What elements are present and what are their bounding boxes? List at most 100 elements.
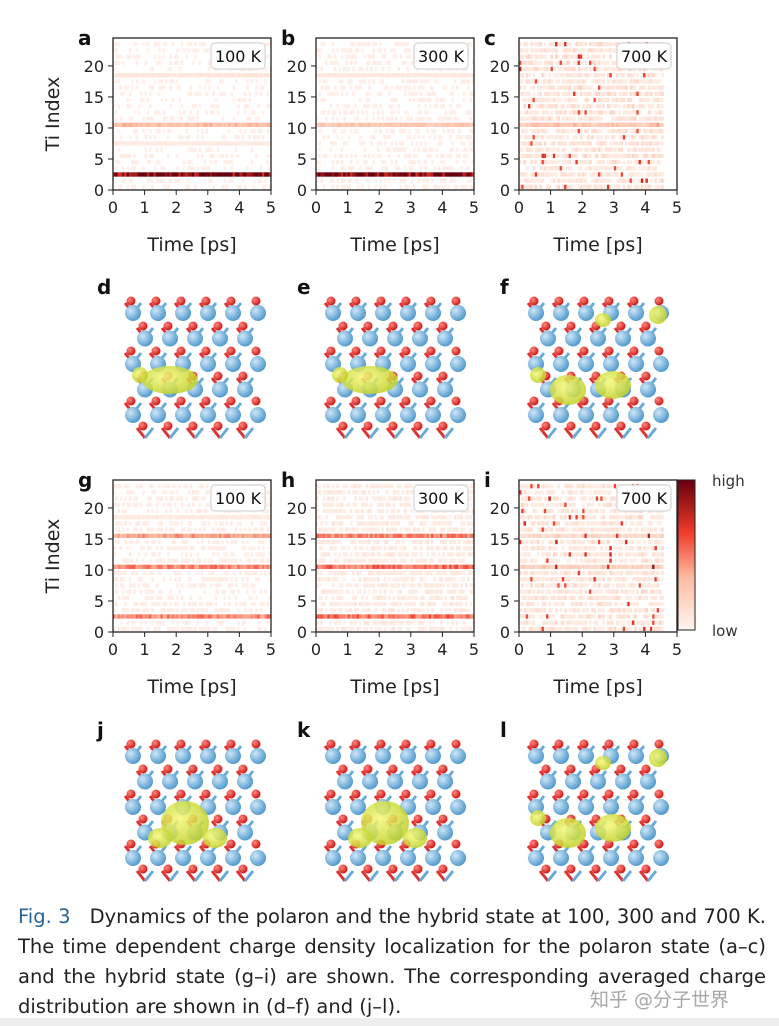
heat-cell (259, 166, 263, 171)
heat-cell (609, 147, 612, 152)
heat-cell (194, 54, 197, 59)
heat-cell (140, 527, 143, 532)
heat-cell (467, 122, 470, 128)
heat-cell (388, 147, 391, 152)
heat-cell (363, 527, 366, 532)
heat-cell (661, 172, 664, 177)
heat-cell (113, 577, 116, 582)
heat-cell (173, 178, 177, 183)
heat-cell (564, 128, 567, 134)
heat-cell (410, 570, 414, 576)
heat-cell (636, 91, 639, 97)
heat-cell (133, 122, 136, 128)
heat-cell (462, 527, 466, 532)
heat-cell (404, 546, 407, 551)
heat-cell (221, 515, 224, 520)
heat-cell (388, 73, 391, 78)
heat-cell (390, 128, 394, 134)
heat-cell (158, 527, 161, 532)
heat-cell (557, 116, 560, 121)
heat-cell (167, 546, 170, 551)
heat-cell (180, 502, 184, 507)
heat-cell (363, 54, 366, 59)
heat-cell (331, 546, 335, 551)
heat-cell (413, 601, 416, 607)
heat-cell (413, 614, 416, 619)
heat-cell (223, 614, 227, 619)
heat-cell (338, 552, 342, 557)
heat-cell (365, 502, 369, 507)
heat-cell (212, 110, 215, 115)
heat-cell (607, 66, 610, 72)
heat-cell (173, 614, 177, 619)
heat-cell (406, 135, 409, 140)
heat-cell (620, 166, 624, 171)
heat-cell (237, 153, 240, 159)
heat-cell (363, 539, 366, 545)
heat-cell (629, 166, 633, 171)
heat-cell (144, 147, 148, 152)
heat-cell (410, 595, 414, 601)
heat-cell (261, 533, 265, 539)
heat-cell (532, 122, 536, 128)
heat-cell (320, 122, 324, 128)
heat-cell (376, 527, 380, 532)
heat-cell (435, 184, 439, 190)
heat-cell (370, 583, 373, 588)
heat-cell (528, 141, 531, 146)
heat-cell (555, 122, 558, 128)
heat-cell (609, 141, 612, 146)
heat-cell (631, 116, 635, 121)
heat-cell (234, 79, 238, 84)
heat-cell (629, 153, 633, 159)
heat-cell (144, 601, 148, 607)
heat-cell (401, 577, 405, 582)
heat-cell (530, 85, 533, 90)
heat-cell (349, 558, 353, 563)
heat-cell (149, 533, 152, 539)
heat-cell (334, 558, 337, 563)
heat-cell (584, 166, 588, 171)
heat-cell (126, 484, 130, 489)
heat-cell (451, 583, 454, 588)
heat-cell (126, 502, 130, 507)
heat-cell (345, 626, 348, 632)
heat-cell (616, 178, 619, 183)
heat-cell (241, 614, 245, 619)
heat-cell (155, 122, 159, 128)
heat-cell (367, 620, 371, 625)
heat-cell (649, 122, 653, 128)
heat-cell (153, 110, 157, 115)
heat-cell (539, 184, 542, 190)
heat-cell (449, 595, 452, 601)
heat-cell (205, 484, 209, 489)
heat-cell (144, 521, 148, 526)
heat-cell (133, 172, 136, 177)
heat-cell (325, 79, 328, 84)
heat-cell (113, 60, 116, 65)
heat-cell (329, 533, 333, 539)
heat-cell (570, 184, 574, 190)
heat-cell (135, 614, 139, 619)
heat-cell (546, 110, 549, 115)
heat-cell (140, 141, 143, 146)
heat-cell (649, 147, 653, 152)
heat-cell (318, 527, 321, 532)
heat-cell (383, 141, 387, 146)
heat-cell (336, 620, 339, 625)
heat-cell (122, 577, 125, 582)
heat-cell (451, 97, 454, 103)
heat-cell (266, 141, 270, 146)
heat-cell (219, 73, 222, 78)
heat-cell (570, 110, 574, 115)
heat-cell (442, 521, 445, 526)
heat-cell (390, 515, 394, 520)
heat-cell (212, 533, 215, 539)
heat-cell (388, 104, 391, 109)
heat-cell (169, 66, 172, 72)
heat-cell (643, 122, 646, 128)
heat-cell (600, 110, 603, 115)
heat-cell (629, 147, 633, 152)
heat-cell (365, 97, 369, 103)
